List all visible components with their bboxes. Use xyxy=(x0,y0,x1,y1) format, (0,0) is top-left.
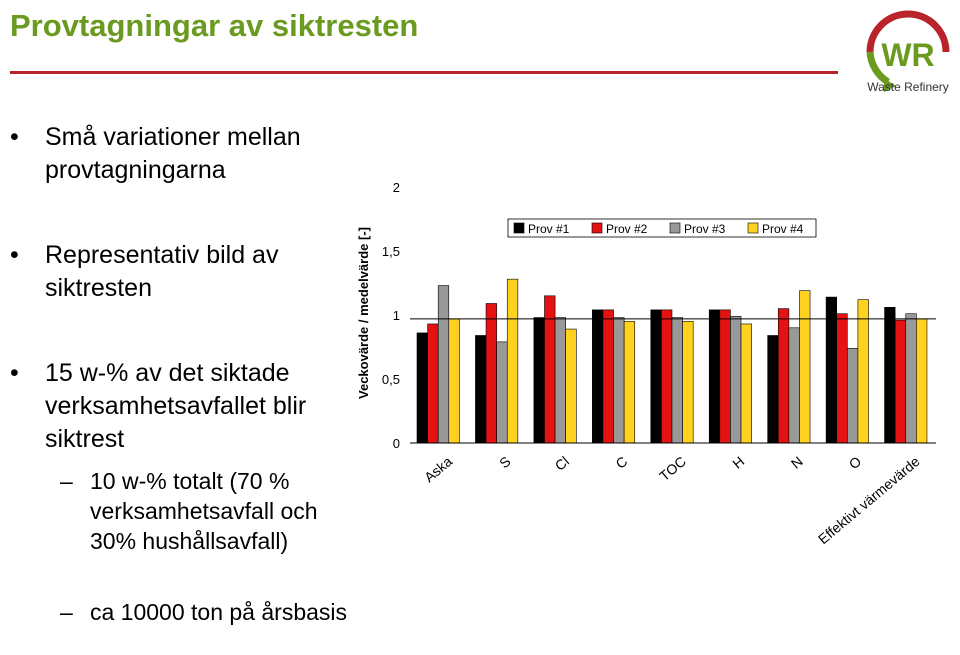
bar-4-4 xyxy=(623,321,636,444)
bar-2-7 xyxy=(777,308,790,444)
logo-arrow xyxy=(884,78,896,92)
bar-1-7 xyxy=(767,335,779,444)
bar-3-5 xyxy=(671,317,683,444)
bar-1-9 xyxy=(884,307,896,444)
legend-swatch xyxy=(669,222,681,234)
x-tick-label: O xyxy=(846,453,865,472)
bar-1-1 xyxy=(416,332,428,444)
bar-3-7 xyxy=(788,327,800,444)
bullet-text: 15 w-% av det siktade verksamhetsavfalle… xyxy=(45,359,307,453)
bar-2-2 xyxy=(485,303,497,444)
bullet-text: Representativ bild av siktresten xyxy=(45,241,279,302)
x-tick-label: N xyxy=(788,453,806,472)
bar-4-7 xyxy=(799,290,811,444)
bar-3-4 xyxy=(613,317,625,444)
x-tick-label: Effektivt värmevärde xyxy=(815,453,923,547)
y-tick-label: 0 xyxy=(393,436,400,451)
legend-swatch xyxy=(747,222,759,234)
bar-4-3 xyxy=(565,328,577,444)
subbullet-text: 10 w-% totalt (70 % verksamhetsavfall oc… xyxy=(90,468,318,554)
bar-2-4 xyxy=(602,309,614,444)
bar-4-5 xyxy=(682,321,694,444)
bar-4-9 xyxy=(916,318,928,444)
y-tick-label: 1,5 xyxy=(382,244,400,259)
x-tick-label: Cl xyxy=(552,453,572,474)
legend: Prov #1 Prov #2 Prov #3 Prov #4 xyxy=(507,218,817,238)
y-tick-label: 0,5 xyxy=(382,372,400,387)
bullet-text: Små variationer mellan provtagningarna xyxy=(45,123,301,184)
bar-4-8 xyxy=(857,299,869,444)
legend-swatch xyxy=(513,222,525,234)
bar-4-2 xyxy=(506,278,519,444)
bar-4-1 xyxy=(448,318,460,444)
logo-letters: WR xyxy=(881,37,934,73)
legend-label: Prov #2 xyxy=(606,222,648,236)
bar-1-4 xyxy=(592,309,604,444)
bar-1-5 xyxy=(650,309,662,444)
y-axis-ticks: 0 0,5 1 1,5 2 xyxy=(382,180,400,451)
bullet-dot: • xyxy=(10,359,19,387)
bar-1-3 xyxy=(533,317,545,444)
bar-3-6 xyxy=(730,315,742,444)
x-tick-label: TOC xyxy=(656,453,689,484)
bullet-dot: • xyxy=(10,241,19,269)
x-tick-label: C xyxy=(612,453,630,472)
bar-2-9 xyxy=(894,319,907,444)
x-tick-label: S xyxy=(496,453,513,471)
bar-3-2 xyxy=(496,341,508,444)
subbullet-text: ca 10000 ton på årsbasis xyxy=(90,599,348,625)
bar-2-6 xyxy=(719,309,731,444)
logo-arc xyxy=(866,10,950,53)
bullet-dot: • xyxy=(10,123,19,151)
legend-frame xyxy=(507,218,817,238)
bar-2-8 xyxy=(836,313,848,444)
y-axis-label: Veckovärde / medelvärde [-] xyxy=(356,227,371,399)
legend-label: Prov #4 xyxy=(762,222,804,236)
slide-title: Provtagningar av siktresten xyxy=(10,8,419,43)
legend-label: Prov #1 xyxy=(528,222,570,236)
bars xyxy=(416,278,928,444)
y-tick-label: 1 xyxy=(393,308,400,323)
bar-3-3 xyxy=(554,317,566,444)
subbullet-dash: – xyxy=(60,599,73,625)
bar-3-9 xyxy=(905,313,917,444)
logo-text: Waste Refinery xyxy=(867,80,949,94)
title-divider xyxy=(10,71,838,74)
legend-label: Prov #3 xyxy=(684,222,726,236)
bar-2-3 xyxy=(544,295,556,444)
waste-refinery-logo-icon: WR Waste Refinery xyxy=(866,10,950,94)
bar-3-1 xyxy=(437,285,450,444)
bar-2-1 xyxy=(427,323,439,444)
bar-2-5 xyxy=(661,309,673,444)
legend-swatch xyxy=(591,222,603,234)
bar-1-2 xyxy=(475,335,487,444)
subbullet-dash: – xyxy=(60,468,73,494)
bar-1-6 xyxy=(708,309,721,444)
x-tick-label: Aska xyxy=(421,453,455,485)
bar-4-6 xyxy=(740,323,752,444)
x-tick-label: H xyxy=(729,453,747,472)
y-tick-label: 2 xyxy=(393,180,400,195)
bar-3-8 xyxy=(847,347,859,444)
